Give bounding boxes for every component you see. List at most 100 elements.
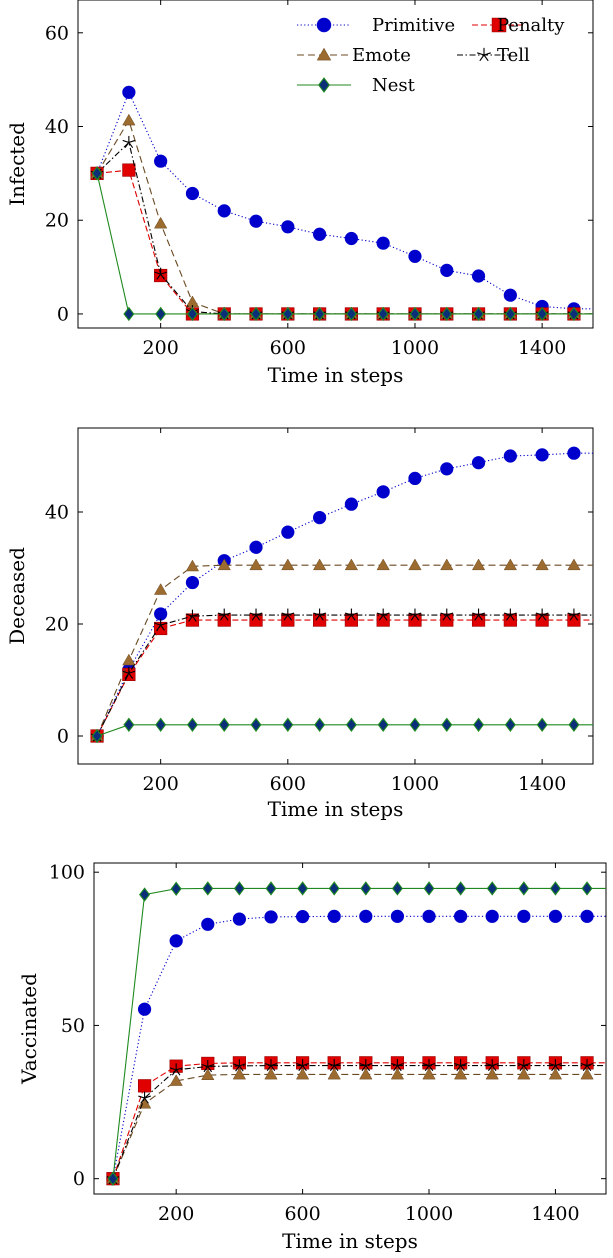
- legend-entry-emote: Emote: [297, 45, 411, 66]
- data-point-primitive: [440, 263, 454, 277]
- data-point-primitive: [471, 456, 486, 470]
- data-point-primitive: [249, 540, 263, 554]
- data-point-tell: [122, 666, 136, 679]
- x-tick-label: 600: [270, 773, 306, 795]
- data-point-nest: [218, 717, 230, 733]
- data-point-nest: [455, 881, 467, 896]
- legend-marker-penalty: [491, 17, 507, 33]
- data-point-emote: [281, 558, 295, 571]
- data-point-nest: [250, 717, 262, 733]
- data-point-primitive: [344, 497, 358, 511]
- data-point-primitive: [503, 288, 517, 302]
- data-point-primitive: [548, 909, 563, 923]
- data-point-emote: [327, 1067, 341, 1080]
- infected-panel: 200 600 1000 1400 0 20 40 60 Time in steps Infect…: [5, 0, 594, 387]
- legend-entry-tell: Tell: [457, 45, 530, 66]
- data-point-emote: [185, 559, 200, 572]
- data-point-nest: [568, 717, 580, 733]
- data-point-primitive: [454, 909, 468, 923]
- data-point-emote: [122, 653, 136, 666]
- data-point-primitive: [122, 85, 136, 99]
- data-point-emote: [154, 216, 168, 229]
- data-point-tell: [138, 1091, 151, 1104]
- data-point-emote: [580, 1067, 594, 1080]
- data-point-tell: [422, 1059, 436, 1072]
- data-point-emote: [359, 1067, 373, 1080]
- data-point-primitive: [169, 934, 183, 948]
- data-point-tell: [186, 609, 199, 622]
- data-point-tell: [169, 1063, 183, 1076]
- data-point-penalty: [137, 1079, 152, 1093]
- data-point-nest: [536, 306, 548, 322]
- series-nest: [91, 717, 593, 744]
- series-line-tell: [112, 1065, 606, 1179]
- data-point-tell: [154, 618, 168, 631]
- series-nest: [107, 881, 606, 1186]
- data-point-nest: [409, 306, 421, 322]
- x-tick-label: 200: [143, 773, 179, 795]
- data-point-nest: [282, 306, 294, 322]
- data-point-emote: [503, 558, 517, 571]
- legend-marker-tell: [477, 47, 491, 62]
- data-point-penalty: [122, 163, 136, 177]
- data-point-primitive: [313, 510, 327, 525]
- data-point-nest: [314, 717, 326, 733]
- data-point-primitive: [154, 154, 168, 168]
- data-point-emote: [408, 558, 422, 571]
- x-tick-label: 200: [158, 1203, 194, 1225]
- data-point-nest: [282, 717, 294, 733]
- data-point-nest: [107, 1171, 119, 1186]
- series-line-penalty: [96, 619, 593, 737]
- data-point-nest: [391, 881, 403, 896]
- deceased-panel: 200 600 1000 1400 0 20 40 Time in steps Deceased: [5, 427, 594, 821]
- data-point-nest: [518, 881, 530, 896]
- data-point-emote: [440, 558, 454, 571]
- y-tick-label: 20: [45, 614, 69, 636]
- data-point-emote: [535, 558, 549, 571]
- legend-label: Penalty: [497, 15, 565, 36]
- data-point-nest: [123, 306, 135, 322]
- data-point-tell: [472, 608, 485, 621]
- data-point-nest: [423, 881, 435, 896]
- data-point-nest: [441, 717, 453, 733]
- data-point-nest: [581, 881, 593, 896]
- data-point-tell: [535, 608, 549, 621]
- data-point-emote: [390, 1067, 405, 1080]
- y-tick-label: 50: [61, 1015, 85, 1037]
- data-point-primitive: [408, 471, 422, 486]
- data-point-emote: [471, 558, 486, 571]
- x-tick-label: 1400: [518, 773, 566, 795]
- data-point-primitive: [408, 249, 422, 263]
- data-point-nest: [218, 306, 230, 322]
- data-point-nest: [170, 881, 182, 896]
- data-point-tell: [567, 608, 581, 621]
- x-axis-label: Time in steps: [268, 363, 404, 387]
- data-point-emote: [548, 1067, 563, 1080]
- vaccinated-panel: 200 600 1000 1400 0 50 100 Time in steps Vaccina…: [17, 862, 607, 1253]
- data-point-primitive: [517, 909, 531, 923]
- x-tick-label: 600: [284, 1203, 320, 1225]
- series-penalty: [90, 163, 593, 321]
- data-point-nest: [473, 717, 485, 733]
- data-point-nest: [377, 717, 389, 733]
- y-tick-label: 60: [45, 22, 69, 44]
- y-axis-label: Infected: [5, 122, 29, 206]
- data-point-primitive: [580, 909, 594, 923]
- data-point-nest: [328, 881, 340, 896]
- series-line-primitive: [96, 452, 593, 737]
- data-point-primitive: [264, 910, 278, 924]
- y-tick-label: 0: [57, 303, 69, 325]
- data-point-tell: [233, 1059, 246, 1072]
- series-penalty: [106, 1056, 606, 1186]
- x-axis-label: Time in steps: [268, 797, 404, 821]
- data-point-nest: [377, 306, 389, 322]
- data-point-tell: [517, 1059, 531, 1072]
- data-point-tell: [249, 608, 263, 621]
- data-point-nest: [549, 881, 561, 896]
- series-line-tell: [96, 614, 593, 737]
- data-point-tell: [296, 1059, 309, 1072]
- legend-marker-emote: [316, 47, 332, 61]
- data-point-primitive: [327, 909, 341, 923]
- series-line-nest: [96, 173, 593, 315]
